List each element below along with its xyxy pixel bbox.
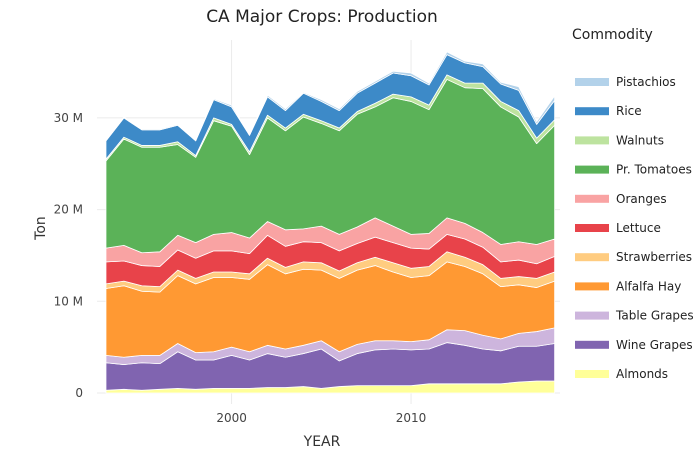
legend-label: Lettuce: [616, 221, 661, 235]
legend-swatch: [575, 194, 609, 203]
legend: Commodity Pistachios Rice Walnuts Pr. Tomat…: [572, 27, 694, 381]
legend-swatch: [575, 311, 609, 320]
legend-item-pr-tomatoes[interactable]: Pr. Tomatoes: [575, 163, 692, 177]
legend-swatch: [575, 165, 609, 174]
area-pistachios[interactable]: [105, 51, 556, 142]
legend-swatch: [575, 253, 609, 262]
legend-items: Pistachios Rice Walnuts Pr. Tomatoes Oranges…: [575, 75, 694, 381]
y-tick-label: 20 M: [54, 203, 83, 217]
legend-label: Rice: [616, 104, 642, 118]
legend-label: Pr. Tomatoes: [616, 163, 692, 177]
y-tick-label: 10 M: [54, 294, 83, 308]
x-axis-title: YEAR: [303, 434, 341, 450]
y-tick-label: 0: [75, 386, 83, 400]
legend-item-walnuts[interactable]: Walnuts: [575, 133, 664, 147]
legend-label: Pistachios: [616, 75, 676, 89]
legend-item-almonds[interactable]: Almonds: [575, 367, 668, 381]
legend-item-lettuce[interactable]: Lettuce: [575, 221, 661, 235]
legend-item-strawberries[interactable]: Strawberries: [575, 250, 692, 264]
legend-label: Strawberries: [616, 250, 692, 264]
legend-swatch: [575, 224, 609, 232]
legend-item-wine-grapes[interactable]: Wine Grapes: [575, 338, 693, 352]
legend-swatch: [575, 136, 609, 145]
legend-swatch: [575, 340, 609, 349]
x-tick-label: 2010: [396, 411, 427, 425]
legend-label: Wine Grapes: [616, 338, 693, 352]
legend-title: Commodity: [572, 27, 653, 43]
tick-layer: 0 10 M 20 M 30 M 2000 2010: [54, 111, 427, 425]
legend-swatch: [575, 78, 609, 86]
legend-item-alfalfa-hay[interactable]: Alfalfa Hay: [575, 279, 681, 293]
legend-label: Oranges: [616, 192, 667, 206]
legend-label: Alfalfa Hay: [616, 279, 681, 293]
legend-item-oranges[interactable]: Oranges: [575, 192, 667, 206]
x-tick-label: 2000: [216, 411, 247, 425]
chart-title: CA Major Crops: Production: [206, 7, 438, 27]
legend-label: Almonds: [616, 367, 668, 381]
legend-swatch: [575, 107, 609, 116]
legend-swatch: [575, 370, 609, 378]
legend-label: Walnuts: [616, 133, 664, 147]
area-layer: [105, 51, 556, 394]
y-axis-title: Ton: [33, 216, 49, 241]
legend-label: Table Grapes: [615, 309, 694, 323]
legend-swatch: [575, 282, 609, 291]
legend-item-table-grapes[interactable]: Table Grapes: [575, 309, 694, 323]
y-tick-label: 30 M: [54, 111, 83, 125]
legend-item-rice[interactable]: Rice: [575, 104, 642, 118]
legend-item-pistachios[interactable]: Pistachios: [575, 75, 676, 89]
